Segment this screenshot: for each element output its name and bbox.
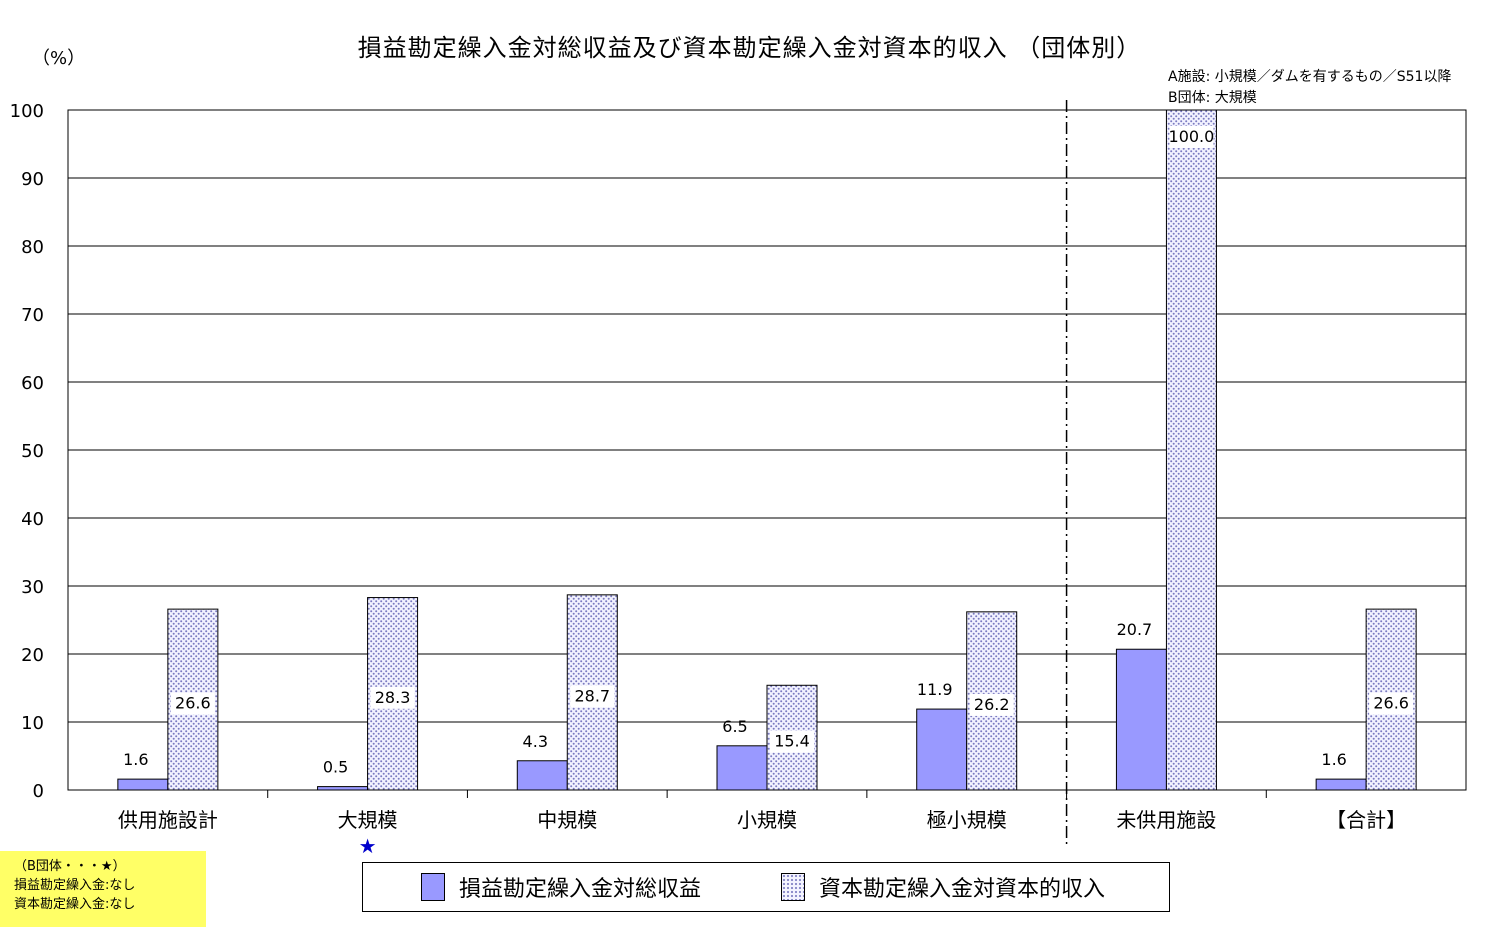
data-label-series-2: 26.2 [974, 695, 1010, 714]
y-tick-label: 50 [21, 441, 44, 462]
footnote-line: 損益勘定繰入金:なし [14, 878, 136, 893]
legend-item-series-1: 損益勘定繰入金対総収益 [421, 872, 701, 902]
y-tick-label: 80 [21, 237, 44, 258]
data-label-series-2: 28.7 [574, 686, 610, 705]
data-label-series-1: 1.6 [1321, 750, 1346, 769]
data-label-series-1: 11.9 [917, 680, 953, 699]
x-category-label: 未供用施設 [1116, 808, 1216, 832]
data-label-series-2: 15.4 [774, 732, 810, 751]
legend: 損益勘定繰入金対総収益 資本勘定繰入金対資本的収入 [362, 862, 1170, 912]
x-category-label: 供用施設計 [118, 808, 218, 832]
y-tick-label: 30 [21, 577, 44, 598]
data-label-bg [770, 730, 814, 753]
chart-title: 損益勘定繰入金対総収益及び資本勘定繰入金対資本的収入 （団体別） [357, 34, 1142, 62]
footnote-line: 資本勘定繰入金:なし [14, 897, 136, 912]
x-category-label: 中規模 [537, 808, 597, 832]
note-line-b: B団体: 大規模 [1168, 90, 1257, 106]
y-tick-label: 40 [21, 509, 44, 530]
data-label-bg [570, 685, 615, 708]
legend-label: 資本勘定繰入金対資本的収入 [819, 877, 1106, 902]
y-tick-label: 10 [21, 713, 44, 734]
plot-frame [67, 109, 1467, 791]
bar-series-1 [1315, 778, 1367, 791]
bar-series-1 [1115, 648, 1167, 791]
y-tick-label: 70 [21, 305, 44, 326]
star-marker-icon: ★ [359, 834, 377, 858]
legend-item-series-2: 資本勘定繰入金対資本的収入 [781, 872, 1105, 902]
data-label-series-2: 26.6 [1373, 694, 1409, 713]
x-category-label: 【合計】 [1326, 808, 1406, 832]
bar-series-1 [317, 786, 369, 791]
footnote-line: （B団体・・・★） [14, 859, 126, 874]
legend-swatch-solid [421, 873, 445, 901]
bar-series-1 [117, 778, 169, 791]
legend-label: 損益勘定繰入金対総収益 [459, 877, 702, 902]
x-category-label: 小規模 [737, 808, 797, 832]
bar-series-1 [516, 760, 568, 791]
y-tick-label: 60 [21, 373, 44, 394]
data-label-series-1: 1.6 [123, 750, 148, 769]
y-unit-label: （%） [32, 48, 86, 69]
x-category-label: 極小規模 [927, 808, 1007, 832]
data-label-series-2: 28.3 [375, 688, 411, 707]
bar-series-1 [916, 708, 968, 791]
data-label-series-1: 6.5 [722, 717, 747, 736]
bar-series-2 [1165, 109, 1217, 791]
data-label-series-2: 26.6 [175, 694, 211, 713]
legend-swatch-dotted [781, 873, 805, 901]
data-label-series-1: 20.7 [1117, 620, 1153, 639]
data-label-series-2: 100.0 [1169, 127, 1215, 146]
data-label-series-1: 0.5 [323, 758, 348, 777]
data-label-bg [969, 693, 1014, 716]
y-tick-label: 0 [33, 781, 44, 802]
data-label-series-1: 4.3 [523, 732, 548, 751]
data-label-bg [370, 686, 415, 709]
y-tick-label: 90 [21, 169, 44, 190]
data-label-bg [170, 692, 215, 715]
data-label-bg [1369, 692, 1414, 715]
x-category-label: 大規模 [338, 808, 398, 832]
data-label-bg [1169, 126, 1214, 148]
bar-chart: 0 10 20 30 40 50 60 70 80 90 100 1.6 26.6 供用施設計 0.5 28.… [10, 100, 1467, 858]
note-line-a: A施設: 小規模／ダムを有するもの／S51以降 [1168, 69, 1452, 85]
bar-series-1 [716, 745, 768, 791]
footnote-box: （B団体・・・★） 損益勘定繰入金:なし 資本勘定繰入金:なし [0, 851, 206, 927]
y-tick-label: 100 [10, 101, 44, 122]
y-tick-label: 20 [21, 645, 44, 666]
